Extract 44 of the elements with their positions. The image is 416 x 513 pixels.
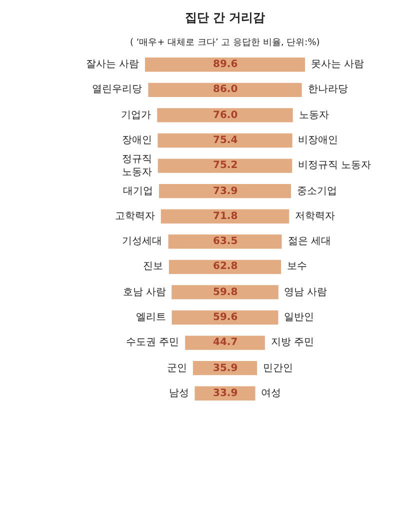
category-label: 군인 [167, 363, 187, 374]
category-label: 대기업 [123, 186, 153, 197]
category-label: 민간인 [263, 363, 293, 374]
data-label: 75.4 [213, 135, 238, 146]
category-label: 장애인 [122, 135, 152, 146]
data-label: 59.6 [213, 312, 238, 323]
category-label: 기업가 [121, 110, 151, 121]
category-label: 젊은 세대 [288, 236, 332, 247]
data-label: 62.8 [213, 261, 238, 272]
category-label: 보수 [287, 261, 307, 272]
category-label: 일반인 [284, 312, 314, 323]
category-label: 한나라당 [308, 84, 348, 95]
data-label: 63.5 [213, 236, 238, 247]
data-label: 33.9 [213, 388, 238, 399]
category-label: 남성 [169, 388, 189, 399]
category-label: 잘사는 사람 [86, 59, 140, 70]
data-label: 59.8 [213, 287, 238, 298]
category-label: 수도권 주민 [126, 337, 180, 348]
text: ( ‘매우+ 대체로 크다’ 고 응답한 비율, 단위:%) [130, 38, 320, 48]
category-label: 못사는 사람 [311, 59, 364, 70]
category-label: 비장애인 [298, 135, 338, 146]
category-label: 영남 사람 [284, 287, 328, 298]
data-label: 73.9 [213, 186, 238, 197]
category-label: 중소기업 [297, 186, 337, 197]
data-label: 86.0 [213, 84, 238, 95]
category-label: 노동자 [299, 110, 329, 121]
category-label: 엘리트 [136, 312, 166, 323]
category-label: 정규직 노동자 [122, 154, 152, 178]
category-label: 비정규직 노동자 [298, 160, 372, 171]
category-label: 호남 사람 [123, 287, 166, 298]
data-label: 75.2 [213, 160, 238, 171]
category-label: 여성 [261, 388, 281, 399]
category-label: 진보 [143, 261, 163, 272]
data-label: 71.8 [213, 211, 238, 222]
text: 집단 간 거리감 [184, 10, 266, 24]
data-label: 76.0 [213, 110, 238, 121]
data-label: 44.7 [213, 337, 238, 348]
category-label: 지방 주민 [271, 337, 314, 348]
category-label: 열린우리당 [92, 84, 142, 95]
category-label: 기성세대 [122, 236, 162, 247]
data-label: 35.9 [213, 363, 238, 374]
category-label: 고학력자 [115, 211, 155, 222]
data-label: 89.6 [213, 59, 238, 70]
category-label: 저학력자 [295, 211, 335, 222]
